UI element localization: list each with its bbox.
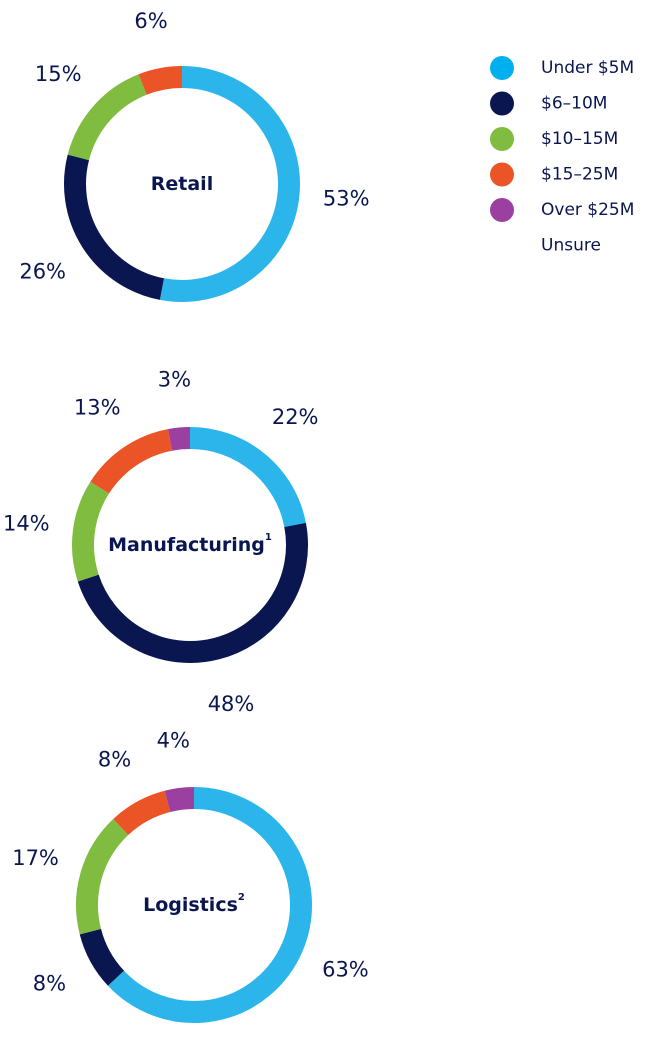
- donut-title: Retail: [151, 173, 213, 195]
- legend-label: Over $25M: [541, 200, 634, 220]
- legend-swatch: [490, 127, 514, 151]
- title-text: Retail: [151, 173, 213, 195]
- donut-segment: [107, 787, 312, 1023]
- donut-segment: [113, 790, 171, 836]
- donut-title: Manufacturing1: [108, 532, 272, 556]
- value-label: 53%: [323, 187, 370, 211]
- legend-swatch: [490, 91, 514, 116]
- legend-swatch: [490, 198, 514, 222]
- legend-label: Unsure: [541, 236, 601, 256]
- donut-segment: [67, 74, 147, 161]
- value-label: 15%: [35, 62, 82, 86]
- title-note: 2: [238, 892, 245, 903]
- legend-label: $15–25M: [541, 165, 618, 185]
- value-label: 26%: [19, 259, 66, 283]
- title-text: Logistics: [143, 894, 238, 916]
- title-note: 1: [265, 532, 272, 543]
- donut-segment: [77, 522, 308, 663]
- value-label: 13%: [74, 396, 121, 420]
- value-label: 48%: [208, 692, 255, 716]
- value-label: 3%: [158, 368, 191, 392]
- legend-swatch: [490, 162, 514, 187]
- donut-segment: [76, 818, 129, 935]
- legend-label: $6–10M: [541, 94, 607, 114]
- donut-segment: [189, 427, 306, 528]
- value-label: 6%: [134, 9, 167, 33]
- value-label: 22%: [272, 405, 319, 429]
- value-label: 63%: [322, 958, 369, 982]
- donut-segment: [79, 928, 125, 986]
- title-text: Manufacturing: [108, 534, 265, 556]
- value-label: 17%: [12, 846, 59, 870]
- value-label: 8%: [33, 971, 66, 995]
- donut-segment: [64, 154, 165, 300]
- legend-label: $10–15M: [541, 129, 618, 149]
- value-label: 14%: [3, 511, 50, 535]
- donut-segment: [72, 481, 110, 582]
- value-label: 8%: [98, 747, 131, 771]
- donut-segment: [159, 66, 300, 302]
- donut-segment: [90, 429, 173, 494]
- donut-segment: [138, 66, 183, 95]
- value-label: 4%: [157, 728, 190, 752]
- donut-segment: [164, 787, 195, 813]
- legend-label: Under $5M: [541, 58, 634, 78]
- donut-segment: [167, 427, 191, 451]
- legend-swatch: [490, 56, 514, 80]
- donut-title: Logistics2: [143, 892, 245, 916]
